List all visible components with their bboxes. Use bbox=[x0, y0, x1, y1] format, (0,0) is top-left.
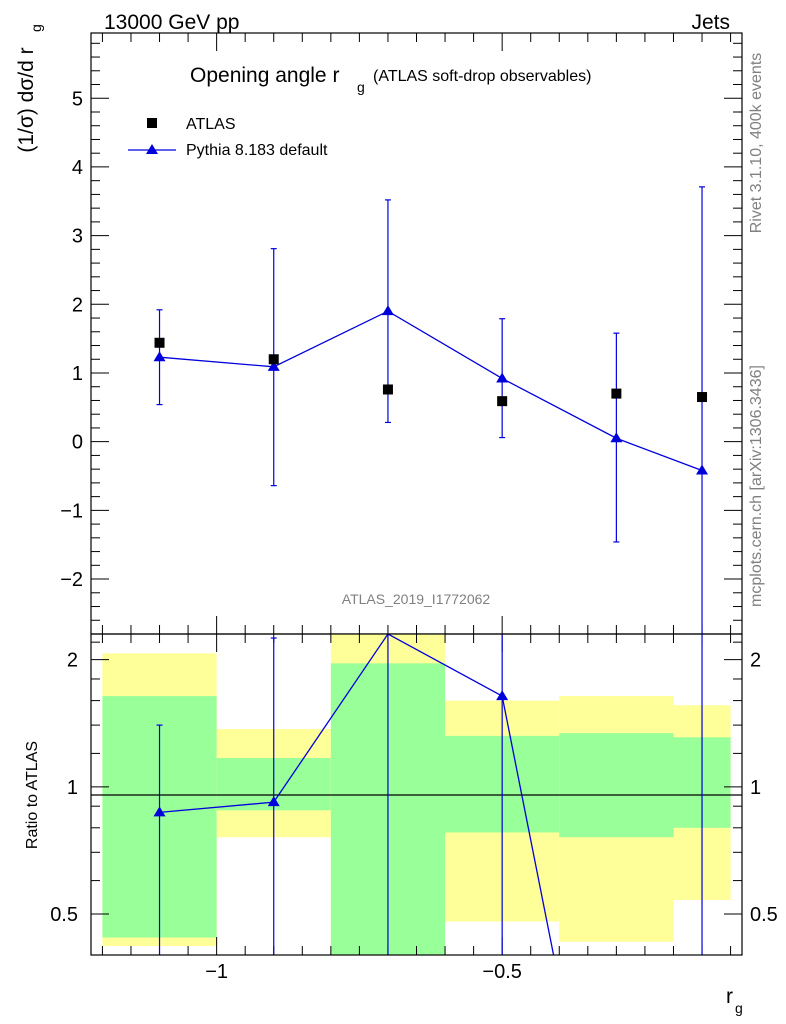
main-y-label-subscript: g bbox=[28, 24, 44, 32]
atlas-point bbox=[154, 337, 165, 348]
main-y-label: (1/σ) dσ/d r bbox=[15, 47, 38, 152]
pythia-line bbox=[159, 310, 703, 472]
legend-atlas-marker bbox=[147, 118, 157, 128]
ratio-y-tick-label-right: 0.5 bbox=[750, 904, 778, 926]
ratio-axis-ticks: 0.5 0.5 1 1 2 2 −1 −0.5 bbox=[50, 634, 778, 983]
atlas-point bbox=[697, 392, 708, 403]
ratio-pythia-point bbox=[153, 806, 166, 817]
energy-label: 13000 GeV pp bbox=[104, 11, 239, 34]
atlas-point bbox=[382, 384, 393, 395]
atlas-point bbox=[268, 354, 279, 365]
main-panel: −2 −1 0 1 2 3 4 5 Opening angle r g (ATLAS soft… bbox=[15, 24, 743, 635]
main-title-subscript: g bbox=[357, 79, 365, 95]
site-label: mcplots.cern.ch [arXiv:1306.3436] bbox=[748, 365, 765, 607]
ratio-y-tick-label-right: 2 bbox=[750, 650, 761, 672]
x-tick-label: −1 bbox=[205, 961, 228, 983]
ratio-y-tick-label: 2 bbox=[67, 650, 78, 672]
main-y-tick-label: 5 bbox=[72, 88, 83, 110]
main-y-tick-label: 0 bbox=[72, 432, 83, 454]
ratio-pythia-point bbox=[267, 796, 280, 807]
x-axis-label-subscript: g bbox=[735, 1000, 743, 1016]
atlas-point bbox=[611, 388, 622, 399]
ratio-plot-frame bbox=[90, 633, 743, 956]
ratio-y-tick-label: 1 bbox=[67, 777, 78, 799]
pythia-point bbox=[153, 351, 166, 362]
generator-label: Rivet 3.1.10, 400k events bbox=[748, 53, 765, 234]
legend-pythia-label: Pythia 8.183 default bbox=[186, 142, 328, 159]
pythia-point bbox=[610, 432, 623, 443]
legend: ATLAS Pythia 8.183 default bbox=[128, 116, 328, 159]
main-y-tick-label: −2 bbox=[60, 569, 83, 591]
pythia-point bbox=[496, 372, 509, 383]
x-tick-label: −0.5 bbox=[482, 961, 521, 983]
pythia-point bbox=[267, 360, 280, 371]
x-axis-label: r bbox=[726, 985, 733, 1008]
main-y-tick-label: 3 bbox=[72, 226, 83, 248]
main-y-tick-label: 4 bbox=[72, 157, 83, 179]
pythia-point bbox=[381, 305, 394, 316]
ratio-band-green bbox=[559, 733, 674, 838]
main-axis-ticks: −2 −1 0 1 2 3 4 5 bbox=[60, 33, 742, 634]
main-y-tick-label: −1 bbox=[60, 500, 83, 522]
pythia-point bbox=[696, 464, 709, 475]
legend-pythia-marker bbox=[146, 144, 158, 154]
main-series bbox=[153, 186, 709, 634]
ratio-y-tick-label-right: 1 bbox=[750, 777, 761, 799]
main-y-tick-label: 1 bbox=[72, 363, 83, 385]
main-y-axis-title: (1/σ) dσ/d r g bbox=[15, 24, 44, 152]
ratio-y-tick-label: 0.5 bbox=[50, 904, 78, 926]
process-label: Jets bbox=[691, 11, 730, 34]
main-title: Opening angle r bbox=[190, 64, 339, 87]
atlas-point bbox=[497, 396, 508, 407]
main-y-tick-label: 2 bbox=[72, 294, 83, 316]
ratio-pythia-point bbox=[496, 690, 509, 701]
ratio-panel: 0.5 0.5 1 1 2 2 −1 −0.5 Ratio to ATLAS r g bbox=[24, 633, 778, 1016]
watermark: ATLAS_2019_I1772062 bbox=[342, 591, 491, 607]
legend-atlas-label: ATLAS bbox=[186, 116, 236, 133]
main-title-paren: (ATLAS soft-drop observables) bbox=[373, 68, 591, 85]
ratio-y-label: Ratio to ATLAS bbox=[24, 741, 41, 849]
